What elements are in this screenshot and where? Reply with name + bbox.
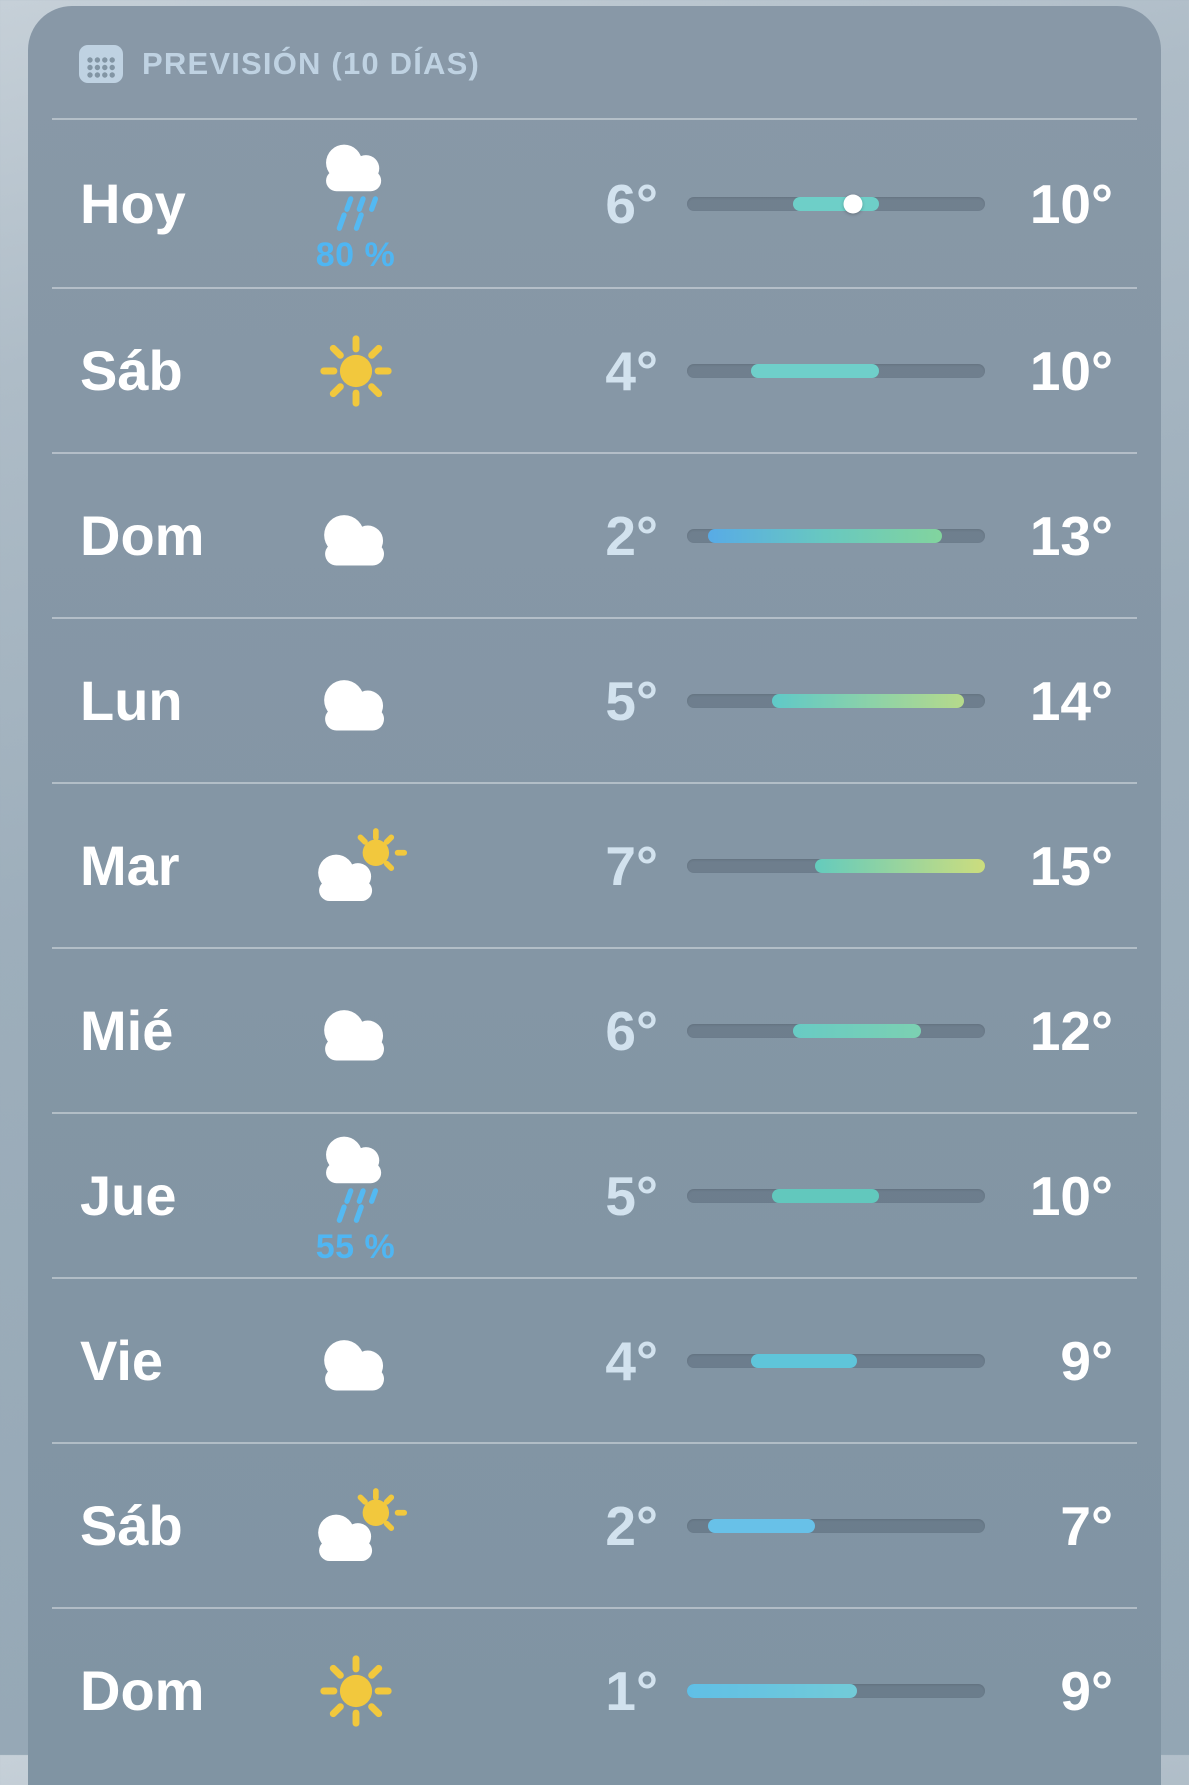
condition-cell [268, 504, 443, 568]
condition-cell [268, 325, 443, 417]
current-temp-dot [843, 194, 863, 213]
forecast-title: PREVISIÓN (10 DÍAS) [142, 46, 481, 81]
high-temp: 10° [1029, 172, 1113, 235]
cloud-icon [308, 1329, 403, 1393]
forecast-row[interactable]: Sáb 2° 7° [52, 1442, 1137, 1607]
forecast-row[interactable]: Vie 4° 9° [52, 1277, 1137, 1442]
temp-range-fill [814, 858, 985, 873]
day-label: Dom [80, 504, 205, 567]
cloud-sun-icon [304, 1487, 408, 1565]
temp-range-track [687, 1518, 985, 1533]
day-label: Dom [80, 1659, 205, 1722]
condition-cell: 55 % [268, 1128, 443, 1264]
day-label: Hoy [80, 172, 186, 235]
forecast-rows: Hoy 80 % 6° 10° Sáb 4° 10° Dom 2° 13 [52, 118, 1137, 1772]
high-temp: 10° [1029, 1164, 1113, 1227]
forecast-row[interactable]: Jue 55 % 5° 10° [52, 1112, 1137, 1277]
day-label: Sáb [80, 339, 183, 402]
condition-cell: 80 % [268, 136, 443, 272]
low-temp: 6° [605, 172, 658, 235]
cloud-rain-icon [308, 1128, 403, 1228]
high-temp: 9° [1060, 1659, 1113, 1722]
temp-range-fill [687, 1683, 858, 1698]
sun-icon [310, 325, 402, 417]
low-temp: 6° [605, 999, 658, 1062]
precipitation-label: 55 % [315, 1227, 396, 1266]
temp-range-fill [750, 363, 879, 378]
forecast-row[interactable]: Dom 2° 13° [52, 452, 1137, 617]
temp-range-fill [708, 1518, 815, 1533]
day-label: Sáb [80, 1494, 183, 1557]
low-temp: 5° [605, 1164, 658, 1227]
low-temp: 4° [605, 1329, 658, 1392]
temp-range-track [687, 858, 985, 873]
low-temp: 7° [605, 834, 658, 897]
temp-range-fill [793, 196, 879, 211]
temp-range-fill [772, 1188, 879, 1203]
day-label: Mar [80, 834, 180, 897]
day-label: Mié [80, 999, 174, 1062]
condition-cell [268, 1645, 443, 1737]
temp-range-track [687, 1188, 985, 1203]
forecast-row[interactable]: Lun 5° 14° [52, 617, 1137, 782]
high-temp: 10° [1029, 339, 1113, 402]
forecast-row[interactable]: Mar 7° 15° [52, 782, 1137, 947]
temp-range-track [687, 363, 985, 378]
condition-cell [268, 1329, 443, 1393]
cloud-icon [308, 669, 403, 733]
low-temp: 5° [605, 669, 658, 732]
high-temp: 12° [1029, 999, 1113, 1062]
high-temp: 15° [1029, 834, 1113, 897]
forecast-header: PREVISIÓN (10 DÍAS) [52, 6, 1137, 118]
cloud-icon [308, 999, 403, 1063]
cloud-sun-icon [304, 827, 408, 905]
temp-range-fill [772, 693, 964, 708]
temp-range-fill [793, 1023, 922, 1038]
temp-range-track [687, 1353, 985, 1368]
condition-cell [268, 827, 443, 905]
temp-range-fill [750, 1353, 858, 1368]
forecast-row[interactable]: Sáb 4° 10° [52, 287, 1137, 452]
high-temp: 14° [1029, 669, 1113, 732]
day-label: Lun [80, 669, 183, 732]
forecast-row[interactable]: Hoy 80 % 6° 10° [52, 118, 1137, 287]
sun-icon [310, 1645, 402, 1737]
cloud-rain-icon [308, 136, 403, 236]
low-temp: 4° [605, 339, 658, 402]
temp-range-fill [708, 528, 943, 543]
low-temp: 2° [605, 504, 658, 567]
forecast-card: PREVISIÓN (10 DÍAS) Hoy 80 % 6° 10° Sáb 4° 1… [28, 6, 1161, 1785]
forecast-row[interactable]: Dom 1° 9° [52, 1607, 1137, 1772]
high-temp: 13° [1029, 504, 1113, 567]
day-label: Vie [80, 1329, 164, 1392]
precipitation-label: 80 % [315, 235, 396, 274]
cloud-icon [308, 504, 403, 568]
temp-range-track [687, 1023, 985, 1038]
temp-range-track [687, 194, 985, 213]
high-temp: 7° [1060, 1494, 1113, 1557]
day-label: Jue [80, 1164, 177, 1227]
temp-range-track [687, 693, 985, 708]
calendar-icon [78, 43, 124, 85]
low-temp: 1° [605, 1659, 658, 1722]
condition-cell [268, 999, 443, 1063]
temp-range-track [687, 528, 985, 543]
high-temp: 9° [1060, 1329, 1113, 1392]
condition-cell [268, 1487, 443, 1565]
temp-range-track [687, 1683, 985, 1698]
forecast-row[interactable]: Mié 6° 12° [52, 947, 1137, 1112]
condition-cell [268, 669, 443, 733]
low-temp: 2° [605, 1494, 658, 1557]
